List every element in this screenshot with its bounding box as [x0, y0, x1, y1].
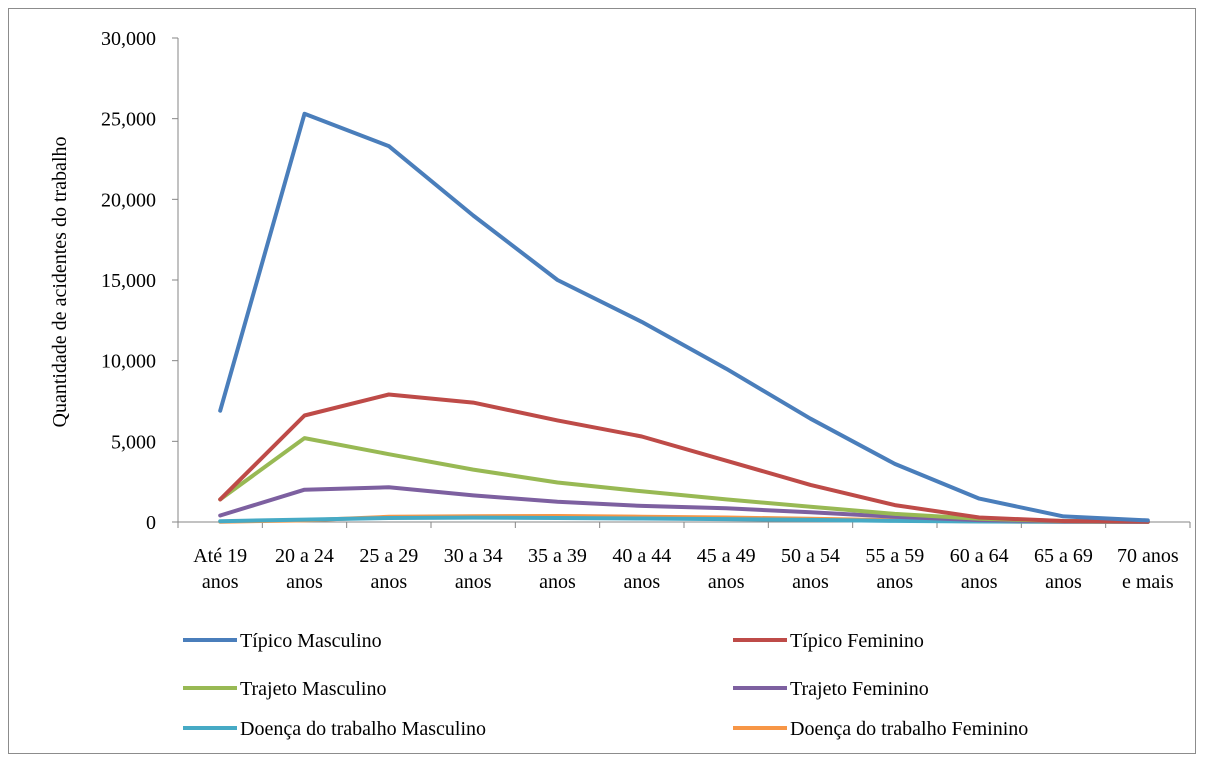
- legend-item: Típico Masculino: [183, 630, 382, 652]
- x-tick-label: Até 19 anos: [193, 545, 247, 593]
- x-tick-label: 55 a 59 anos: [865, 545, 924, 593]
- legend-item: Típico Feminino: [733, 630, 924, 652]
- series-line: [218, 111, 1150, 523]
- x-tick-label: 70 anos e mais: [1117, 545, 1179, 593]
- y-axis-title: Quantidade de acidentes do trabalho: [49, 137, 71, 428]
- x-tick-label: 60 a 64 anos: [950, 545, 1009, 593]
- legend: Típico Masculino Típico Feminino Trajeto M…: [183, 630, 1028, 740]
- x-tick-label: 30 a 34 anos: [444, 545, 503, 593]
- x-tick-label: 45 a 49 anos: [697, 545, 756, 593]
- legend-item: Trajeto Masculino: [183, 678, 386, 700]
- chart-frame: [8, 8, 1196, 754]
- y-tick-label: 20,000: [101, 189, 156, 211]
- legend-label: Doença do trabalho Feminino: [790, 718, 1028, 740]
- x-tick-label: 25 a 29 anos: [359, 545, 418, 593]
- x-tick-label: 50 a 54 anos: [781, 545, 840, 593]
- legend-label: Doença do trabalho Masculino: [240, 718, 486, 740]
- x-tick-label: 65 a 69 anos: [1034, 545, 1093, 593]
- legend-label: Típico Feminino: [790, 630, 924, 652]
- y-tick-label: 10,000: [101, 351, 156, 373]
- legend-label: Trajeto Masculino: [240, 678, 386, 700]
- legend-label: Trajeto Feminino: [790, 678, 929, 700]
- x-tick-label: 20 a 24 anos: [275, 545, 334, 593]
- x-tick-label: 40 a 44 anos: [612, 545, 671, 593]
- y-tick-label: 0: [146, 512, 156, 534]
- y-tick-label: 25,000: [101, 109, 156, 131]
- y-tick-label: 30,000: [101, 28, 156, 50]
- y-tick-label: 5,000: [111, 431, 156, 453]
- legend-item: Trajeto Feminino: [733, 678, 929, 700]
- y-tick-label: 15,000: [101, 270, 156, 292]
- legend-label: Típico Masculino: [240, 630, 382, 652]
- legend-item: Doença do trabalho Feminino: [733, 718, 1028, 740]
- legend-item: Doença do trabalho Masculino: [183, 718, 486, 740]
- series-line: [218, 392, 1150, 524]
- axes: 0 5,000 10,000 15,000 20,000 25,000 30,000 Até …: [101, 28, 1191, 593]
- x-tick-label: 35 a 39 anos: [528, 545, 587, 593]
- series-lines: [218, 111, 1150, 524]
